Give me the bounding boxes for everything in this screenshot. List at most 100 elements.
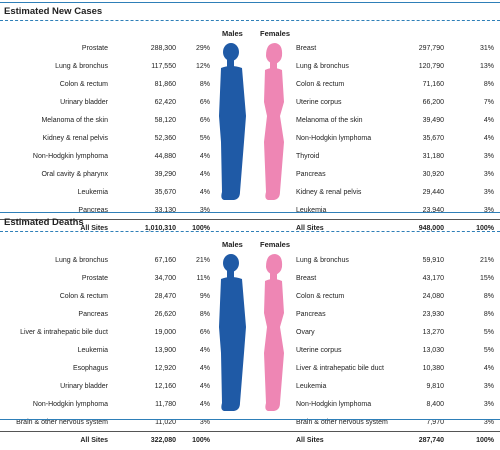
page-bottom-rule [0,419,500,420]
male-percent: 5% [199,135,210,142]
female-count: 10,380 [422,365,444,372]
female-count: 23,940 [422,207,444,214]
male-site-label: All Sites [80,437,108,444]
male-count: 81,860 [154,81,176,88]
male-count: 322,080 [150,437,176,444]
table-row: Esophagus 12,920 4% Liver & intrahepatic bi… [0,359,500,378]
table-row: Urinary bladder 62,420 6% Uterine corpus 66,… [0,93,500,112]
male-percent: 3% [199,207,210,214]
female-count: 71,160 [422,81,444,88]
female-count: 120,790 [418,63,444,70]
table-row: Lung & bronchus 117,550 12% Lung & bronchus… [0,57,500,76]
male-count: 34,700 [154,275,176,282]
male-count: 26,620 [154,311,176,318]
table-row: Oral cavity & pharynx 39,290 4% Pancreas 30,… [0,165,500,184]
male-count: 117,550 [151,63,176,70]
male-site-label: Colon & rectum [59,81,108,88]
female-site-label: Liver & intrahepatic bile duct [296,365,384,372]
female-count: 43,170 [422,275,444,282]
male-percent: 29% [195,45,210,52]
female-site-label: Breast [296,45,317,52]
male-count: 12,920 [154,365,176,372]
male-site-label: Non-Hodgkin lymphoma [32,153,108,160]
table-row: Liver & intrahepatic bile duct 19,000 6% Ov… [0,323,500,342]
female-site-label: Lung & bronchus [296,63,349,70]
male-site-label: Esophagus [72,365,108,372]
table-row: Prostate 288,300 29% Breast 297,790 31% [0,39,500,58]
male-percent: 4% [199,365,210,372]
male-site-label: Non-Hodgkin lymphoma [32,401,108,408]
male-site-label: Liver & intrahepatic bile duct [20,329,108,336]
female-site-label: All Sites [296,437,324,444]
male-site-label: All Sites [80,225,108,232]
female-site-label: Kidney & renal pelvis [296,189,362,196]
males-header: Males [222,29,243,38]
male-count: 52,360 [154,135,176,142]
male-percent: 6% [199,117,210,124]
female-percent: 31% [479,45,494,52]
male-percent: 4% [199,347,210,354]
male-site-label: Pancreas [78,207,108,214]
female-site-label: Pancreas [296,311,326,318]
female-count: 30,920 [422,171,444,178]
male-percent: 4% [199,153,210,160]
section-divider [0,231,500,232]
female-count: 948,000 [418,225,444,232]
male-count: 39,290 [154,171,176,178]
female-site-label: Leukemia [296,383,327,390]
female-count: 13,270 [422,329,444,336]
male-percent: 4% [199,189,210,196]
female-percent: 8% [483,293,494,300]
table-row: Prostate 34,700 11% Breast 43,170 15% [0,269,500,288]
male-percent: 6% [199,99,210,106]
female-count: 66,200 [422,99,444,106]
female-figure-icon [264,43,284,200]
male-count: 35,670 [154,189,176,196]
male-count: 33,130 [154,207,176,214]
male-count: 44,880 [154,153,176,160]
male-site-label: Kidney & renal pelvis [42,135,108,142]
male-site-label: Melanoma of the skin [41,117,108,124]
male-site-label: Prostate [81,275,108,282]
male-percent: 6% [199,329,210,336]
section-title-new-cases: Estimated New Cases [4,6,103,17]
female-percent: 4% [483,135,494,142]
male-count: 13,900 [154,347,176,354]
table-row: Lung & bronchus 67,160 21% Lung & bronchus 5… [0,251,500,270]
female-percent: 3% [483,153,494,160]
female-percent: 13% [479,63,494,70]
male-site-label: Leukemia [77,347,108,354]
female-percent: 3% [483,383,494,390]
table-row: Leukemia 13,900 4% Uterine corpus 13,030 5% [0,341,500,360]
female-percent: 8% [483,311,494,318]
female-count: 29,440 [422,189,444,196]
male-percent: 100% [192,225,210,232]
female-site-label: Colon & rectum [296,293,345,300]
female-percent: 3% [483,171,494,178]
male-percent: 8% [199,311,210,318]
female-percent: 5% [483,347,494,354]
female-site-label: Non-Hodgkin lymphoma [296,135,372,142]
female-site-label: Colon & rectum [296,81,345,88]
female-percent: 7% [483,99,494,106]
female-site-label: All Sites [296,225,324,232]
section-top-rule [0,2,500,3]
male-figure-icon [219,43,246,200]
female-percent: 100% [476,437,494,444]
female-figure-icon [264,254,284,411]
female-count: 31,180 [422,153,444,160]
female-site-label: Lung & bronchus [296,257,349,264]
section-divider [0,20,500,21]
female-site-label: Uterine corpus [296,347,342,354]
male-count: 19,000 [154,329,176,336]
male-count: 12,160 [154,383,176,390]
male-site-label: Oral cavity & pharynx [41,171,108,178]
table-row: Pancreas 26,620 8% Pancreas 23,930 8% [0,305,500,324]
table-row: Non-Hodgkin lymphoma 11,780 4% Non-Hodgkin … [0,395,500,414]
male-percent: 4% [199,171,210,178]
section-title-deaths: Estimated Deaths [4,217,84,228]
male-percent: 4% [199,383,210,390]
female-site-label: Non-Hodgkin lymphoma [296,401,372,408]
male-percent: 100% [192,437,210,444]
female-percent: 3% [483,207,494,214]
